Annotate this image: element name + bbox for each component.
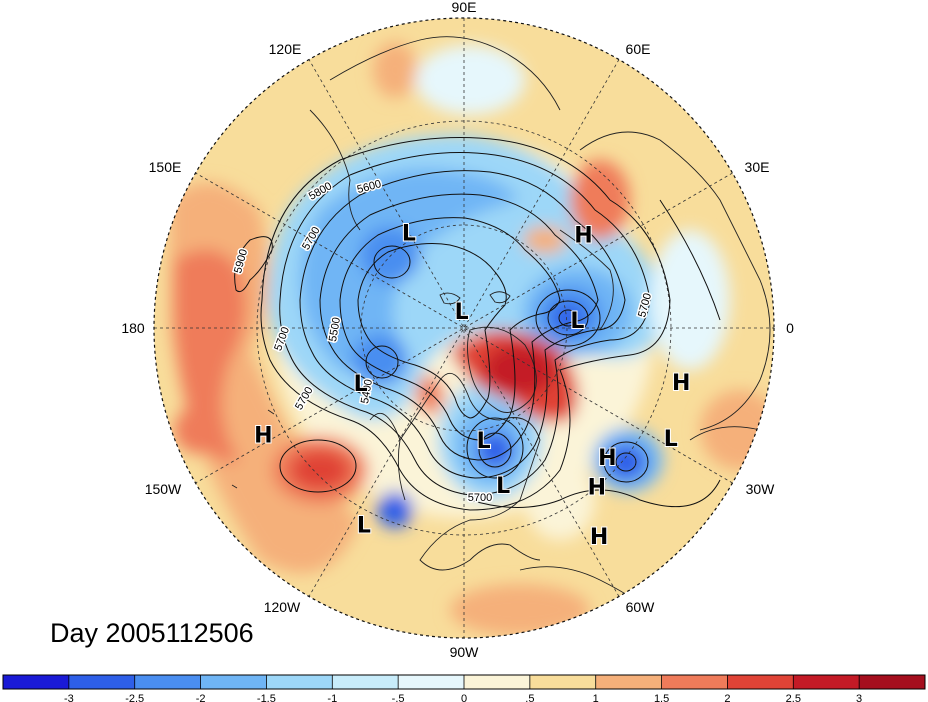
lon-label-120w: 120W: [264, 599, 301, 615]
colorbar-swatch: [529, 675, 597, 689]
contour-label: 5500: [327, 316, 343, 342]
colorbar-tick-label: 0: [461, 693, 467, 702]
graticule: [154, 18, 774, 638]
high-pressure-marker: H: [590, 525, 608, 550]
colorbar-tick-label: -3: [64, 693, 74, 702]
map-title: Day 2005112506: [50, 618, 254, 648]
colorbar-tick-label: 2: [724, 693, 730, 702]
colorbar-swatch: [793, 675, 860, 689]
colorbar-tick-label: -2: [196, 693, 206, 702]
high-pressure-marker: H: [254, 424, 272, 449]
colorbar-tick-label: 1: [593, 693, 599, 702]
contour-label: 5400: [359, 378, 375, 404]
colorbar-swatch: [859, 675, 926, 689]
lon-label-150w: 150W: [145, 481, 182, 497]
low-pressure-marker: L: [455, 300, 469, 325]
colorbar-swatch: [464, 675, 531, 689]
colorbar-tick-label: .5: [525, 693, 534, 702]
lon-label-30w: 30W: [746, 481, 776, 497]
low-pressure-marker: L: [496, 474, 510, 499]
lon-label-120e: 120E: [269, 41, 302, 57]
colorbar: -3 -2.5 -2 -1.5 -1 -.5 0 .5 1 1.5 2 2.5 3: [2, 674, 926, 702]
map-boundary: [153, 17, 775, 639]
lon-label-90e: 90E: [452, 0, 477, 15]
colorbar-swatch: [332, 675, 399, 689]
low-pressure-marker: L: [477, 429, 491, 454]
colorbar-swatch: [398, 675, 465, 689]
colorbar-swatch: [661, 675, 728, 689]
low-pressure-marker: L: [357, 513, 371, 538]
lon-label-60e: 60E: [626, 41, 651, 57]
lon-label-180: 180: [121, 320, 145, 336]
colorbar-swatch: [266, 675, 333, 689]
colorbar-tick-label: 2.5: [786, 693, 801, 702]
low-pressure-marker: L: [570, 309, 584, 334]
colorbar-tick-label: -1: [327, 693, 337, 702]
high-pressure-marker: H: [588, 475, 606, 500]
lon-label-150e: 150E: [149, 159, 182, 175]
high-pressure-marker: H: [574, 224, 592, 249]
colorbar-tick-label: 3: [856, 693, 862, 702]
colorbar-tick-label: -2.5: [125, 693, 144, 702]
high-pressure-marker: H: [672, 371, 690, 396]
longitude-labels: 90E 60E 30E 0 30W 60W 90W 120W 150W 180 150E 120E: [121, 0, 794, 660]
colorbar-swatch: [727, 675, 794, 689]
height-contours: [234, 137, 721, 511]
lon-label-60w: 60W: [626, 599, 656, 615]
colorbar-tick-label: -1.5: [257, 693, 276, 702]
low-pressure-marker: L: [402, 222, 416, 247]
lon-label-30e: 30E: [745, 159, 770, 175]
contour-label: 5700: [468, 492, 492, 504]
high-pressure-marker: H: [598, 446, 616, 471]
colorbar-swatch: [200, 675, 267, 689]
colorbar-tick-label: -.5: [392, 693, 405, 702]
colorbar-swatch: [68, 675, 136, 689]
colorbar-swatch: [3, 675, 70, 689]
colorbar-swatch: [134, 675, 202, 689]
low-pressure-marker: L: [354, 372, 368, 397]
colorbar-tick-label: 1.5: [654, 693, 669, 702]
low-pressure-marker: L: [664, 427, 678, 452]
coastlines: [231, 36, 774, 621]
lon-label-90w: 90W: [450, 644, 480, 660]
lon-label-0: 0: [786, 320, 794, 336]
colorbar-swatch: [595, 675, 663, 689]
